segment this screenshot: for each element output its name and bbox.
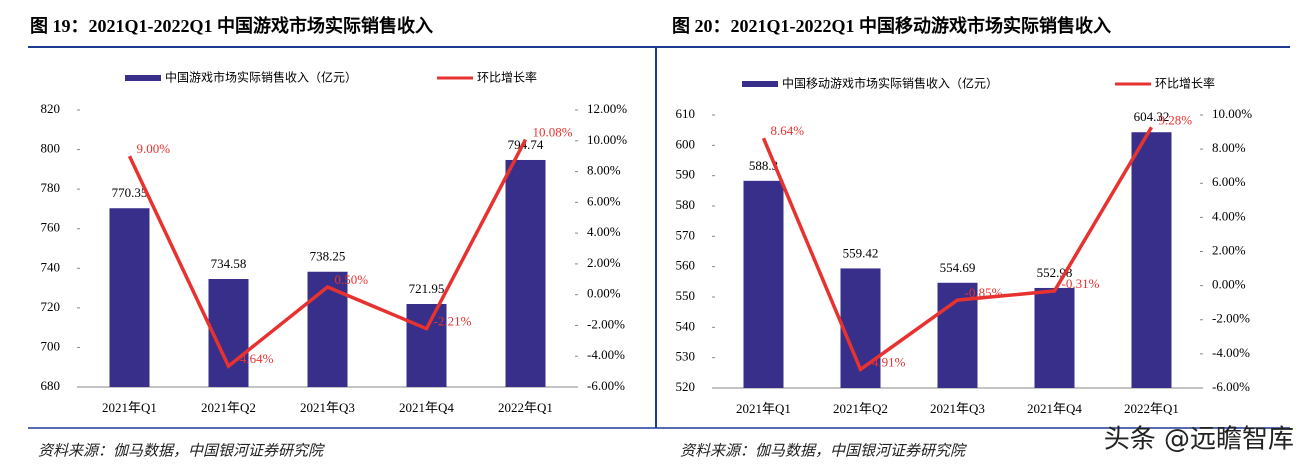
y-tick-label: 800 xyxy=(41,141,61,156)
bar xyxy=(1034,287,1075,388)
y-tick-label: 740 xyxy=(41,259,61,274)
data-label: -4.91% xyxy=(868,354,906,369)
bar xyxy=(208,279,249,387)
legend-label: 环比增长率 xyxy=(1155,76,1215,91)
x-tick-label: 2021年Q4 xyxy=(1027,401,1082,416)
y-tick-label: 550 xyxy=(676,288,696,303)
y-tick-label: 530 xyxy=(676,349,696,364)
watermark: 头条 @远瞻智库 xyxy=(1104,425,1294,455)
y2-tick-label: 4.00% xyxy=(1212,208,1246,223)
data-label: -4.64% xyxy=(236,351,274,366)
y-tick-label: 700 xyxy=(41,338,61,353)
data-label: 9.00% xyxy=(137,141,171,156)
data-label: 721.95 xyxy=(409,281,445,296)
y2-tick-label: 10.00% xyxy=(1212,106,1252,121)
y-tick-label: 600 xyxy=(676,136,696,151)
y2-tick-label: 6.00% xyxy=(1212,174,1246,189)
chart-title: 图 20：2021Q1-2022Q1 中国移动游戏市场实际销售收入 xyxy=(672,15,1111,36)
y-tick-label: 540 xyxy=(676,318,696,333)
x-tick-label: 2021年Q3 xyxy=(300,400,355,415)
data-label: 734.58 xyxy=(211,256,247,271)
y-tick-label: 580 xyxy=(676,197,696,212)
x-tick-label: 2021年Q3 xyxy=(930,401,985,416)
bar xyxy=(505,159,546,387)
data-label: -0.85% xyxy=(965,285,1003,300)
y2-tick-label: 4.00% xyxy=(587,224,621,239)
chart-title: 图 19：2021Q1-2022Q1 中国游戏市场实际销售收入 xyxy=(30,15,433,36)
y-tick-label: 590 xyxy=(676,167,696,182)
data-label: 738.25 xyxy=(310,249,346,264)
bar xyxy=(109,208,150,387)
y-tick-label: 610 xyxy=(676,106,696,121)
y2-tick-label: -4.00% xyxy=(1212,345,1250,360)
data-label: 604.32 xyxy=(1134,109,1170,124)
y2-tick-label: 0.00% xyxy=(587,286,621,301)
y2-tick-label: 2.00% xyxy=(587,255,621,270)
x-tick-label: 2021年Q2 xyxy=(201,400,256,415)
line xyxy=(127,138,528,369)
legend-label: 中国移动游戏市场实际销售收入（亿元） xyxy=(782,76,998,91)
legend-swatch xyxy=(125,75,161,81)
bar xyxy=(406,303,447,387)
data-label: 588.3 xyxy=(749,158,778,173)
data-label: -2.21% xyxy=(434,314,472,329)
legend-label: 中国游戏市场实际销售收入（亿元） xyxy=(165,70,357,85)
data-label: 770.35 xyxy=(112,185,148,200)
x-tick-label: 2021年Q4 xyxy=(399,400,454,415)
data-label: 559.42 xyxy=(843,245,879,260)
data-label: -0.31% xyxy=(1062,276,1100,291)
y-tick-label: 820 xyxy=(41,101,61,116)
data-label: 10.08% xyxy=(533,125,573,140)
y2-tick-label: 8.00% xyxy=(587,163,621,178)
y2-tick-label: 0.00% xyxy=(1212,277,1246,292)
x-tick-label: 2021年Q1 xyxy=(736,401,791,416)
line xyxy=(761,126,1154,373)
x-tick-label: 2021年Q1 xyxy=(102,400,157,415)
data-label: 554.69 xyxy=(940,260,976,275)
legend-label: 环比增长率 xyxy=(477,70,537,85)
y-tick-label: 680 xyxy=(41,378,61,393)
legend-swatch xyxy=(742,81,778,87)
y-tick-label: 720 xyxy=(41,299,61,314)
y2-tick-label: -2.00% xyxy=(587,316,625,331)
data-label: 794.74 xyxy=(508,137,544,152)
source: 资料来源：伽马数据，中国银河证券研究院 xyxy=(38,442,325,459)
y-tick-label: 520 xyxy=(676,379,696,394)
y-tick-label: 570 xyxy=(676,227,696,242)
y2-tick-label: 12.00% xyxy=(587,101,627,116)
y-tick-label: 560 xyxy=(676,258,696,273)
bar xyxy=(743,180,784,388)
y-tick-label: 780 xyxy=(41,180,61,195)
data-label: 0.50% xyxy=(335,272,369,287)
x-tick-label: 2022年Q1 xyxy=(498,400,553,415)
x-tick-label: 2022年Q1 xyxy=(1124,401,1179,416)
bar xyxy=(1131,132,1172,388)
y2-tick-label: -4.00% xyxy=(587,347,625,362)
data-label: 9.28% xyxy=(1159,112,1193,127)
x-tick-label: 2021年Q2 xyxy=(833,401,888,416)
y2-tick-label: -6.00% xyxy=(587,378,625,393)
data-label: 8.64% xyxy=(771,123,805,138)
y2-tick-label: 6.00% xyxy=(587,193,621,208)
y2-tick-label: 2.00% xyxy=(1212,242,1246,257)
y-tick-label: 760 xyxy=(41,220,61,235)
y2-tick-label: 10.00% xyxy=(587,132,627,147)
y2-tick-label: -2.00% xyxy=(1212,311,1250,326)
y2-tick-label: 8.00% xyxy=(1212,140,1246,155)
source: 资料来源：伽马数据，中国银河证券研究院 xyxy=(680,442,967,459)
y2-tick-label: -6.00% xyxy=(1212,379,1250,394)
